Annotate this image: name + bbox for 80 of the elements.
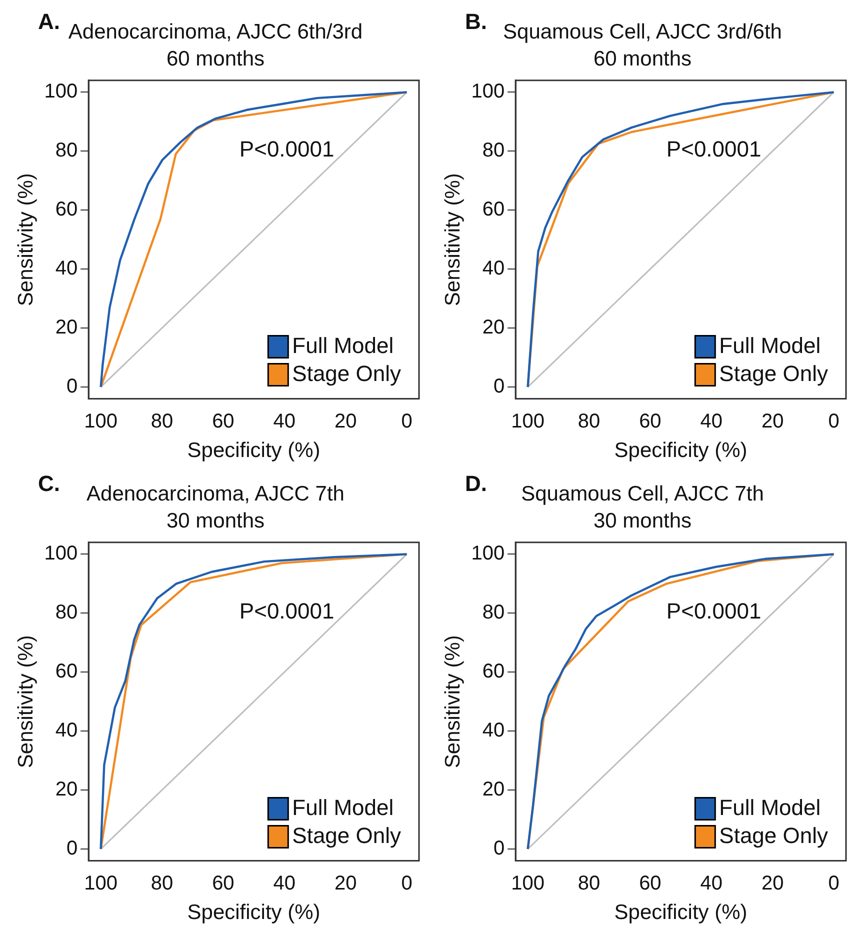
y-tick-label: 20	[55, 316, 78, 339]
y-tick-label: 100	[44, 542, 78, 565]
y-tick-label: 0	[66, 376, 78, 398]
chart-title: Adenocarcinoma, AJCC 6th/3rd	[68, 20, 363, 44]
x-tick-label: 20	[761, 410, 784, 432]
text: A.	[38, 9, 60, 34]
y-tick-label: 80	[482, 602, 505, 624]
x-axis-title: Specificity (%)	[614, 901, 748, 924]
y-tick-label: 80	[482, 140, 505, 162]
annotation: P<0.0001	[239, 598, 334, 624]
chart-subtitle: 30 months	[593, 510, 692, 533]
y-tick-label: 80	[55, 602, 78, 624]
y-tick-label: 40	[482, 258, 505, 280]
chart-subtitle: 60 months	[166, 48, 265, 71]
y-tick-label: 100	[44, 80, 78, 103]
y-tick-label: 20	[482, 316, 505, 339]
x-tick-label: 60	[639, 872, 662, 894]
x-tick-label: 60	[212, 872, 234, 894]
x-tick-label: 60	[212, 410, 234, 432]
x-tick-label: 100	[84, 410, 118, 432]
y-tick-label: 0	[493, 838, 505, 860]
text: C.	[38, 471, 60, 496]
y-axis-title: Sensitivity (%)	[14, 635, 38, 768]
y-tick-label: 0	[493, 376, 505, 398]
annotation: P<0.0001	[666, 136, 762, 162]
x-tick-label: 0	[401, 872, 412, 894]
x-tick-label: 20	[334, 410, 357, 432]
x-tick-label: 0	[828, 872, 840, 894]
x-axis-title: Specificity (%)	[187, 439, 320, 462]
annotation: P<0.0001	[666, 598, 762, 624]
y-tick-label: 100	[471, 542, 505, 565]
x-tick-label: 80	[578, 410, 600, 432]
y-tick-label: 100	[471, 80, 505, 103]
chart-subtitle: 30 months	[166, 510, 265, 533]
legend-label: Stage Only	[719, 822, 828, 848]
legend-label: Stage Only	[292, 822, 402, 848]
x-tick-label: 0	[828, 410, 840, 432]
chart-title: Squamous Cell, AJCC 7th	[521, 482, 764, 506]
y-axis-title: Sensitivity (%)	[441, 635, 464, 768]
legend-label: Full Model	[292, 794, 394, 820]
x-tick-label: 80	[150, 410, 174, 432]
legend-label: Stage Only	[719, 360, 828, 386]
y-tick-label: 20	[55, 778, 78, 801]
legend-label: Full Model	[719, 332, 821, 358]
x-tick-label: 20	[761, 872, 784, 894]
y-tick-label: 40	[482, 720, 505, 742]
y-axis-title: Sensitivity (%)	[14, 173, 38, 306]
x-axis-title: Specificity (%)	[614, 439, 748, 462]
x-tick-label: 0	[401, 410, 412, 432]
x-tick-label: 40	[700, 410, 723, 432]
y-axis-title: Sensitivity (%)	[441, 173, 464, 306]
x-tick-label: 60	[639, 410, 662, 432]
y-tick-label: 20	[482, 778, 505, 801]
x-tick-label: 80	[578, 872, 600, 894]
y-tick-label: 60	[55, 198, 78, 221]
x-tick-label: 100	[84, 872, 118, 894]
text: D.	[465, 471, 487, 496]
y-tick-label: 60	[55, 660, 78, 683]
x-tick-label: 40	[273, 410, 296, 432]
annotation: P<0.0001	[239, 136, 334, 162]
legend-label: Full Model	[292, 332, 394, 358]
chart-title: Adenocarcinoma, AJCC 7th	[86, 482, 344, 506]
y-tick-label: 40	[55, 258, 78, 280]
x-tick-label: 100	[511, 410, 544, 432]
x-tick-label: 20	[334, 872, 357, 894]
x-tick-label: 40	[273, 872, 296, 894]
y-tick-label: 0	[66, 838, 78, 860]
y-tick-label: 40	[55, 720, 78, 742]
y-tick-label: 80	[55, 140, 78, 162]
legend-label: Full Model	[719, 794, 821, 820]
x-tick-label: 40	[700, 872, 723, 894]
x-axis-title: Specificity (%)	[187, 901, 320, 924]
y-tick-label: 60	[482, 660, 505, 683]
text: B.	[465, 9, 487, 34]
chart-subtitle: 60 months	[593, 48, 692, 71]
x-tick-label: 100	[511, 872, 544, 894]
chart-title: Squamous Cell, AJCC 3rd/6th	[503, 20, 782, 44]
legend-label: Stage Only	[292, 360, 402, 386]
y-tick-label: 60	[482, 198, 505, 221]
x-tick-label: 80	[150, 872, 174, 894]
